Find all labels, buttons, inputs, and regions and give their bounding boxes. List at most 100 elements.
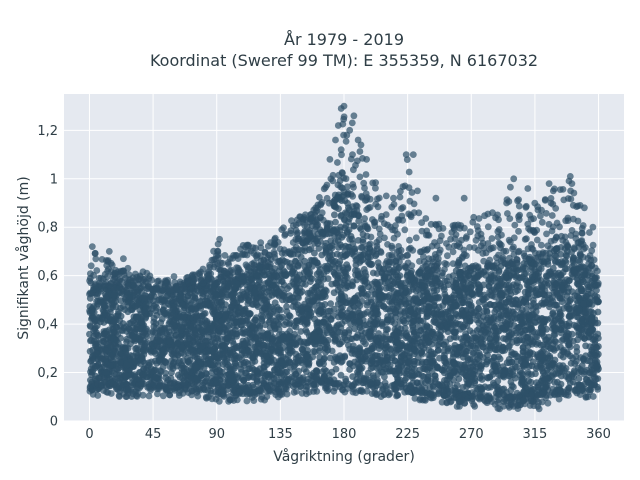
data-point: [270, 317, 277, 324]
data-point: [348, 248, 356, 256]
data-point: [499, 345, 507, 352]
data-point: [445, 344, 453, 352]
data-point: [429, 350, 437, 358]
data-point: [168, 369, 175, 376]
data-point: [269, 335, 277, 343]
data-point: [449, 272, 457, 279]
data-point: [297, 306, 305, 314]
data-point: [249, 353, 257, 361]
data-point: [474, 355, 481, 363]
data-point: [348, 235, 356, 243]
data-point: [159, 306, 167, 314]
data-point: [311, 348, 319, 356]
data-point: [552, 338, 559, 346]
data-point: [542, 272, 550, 280]
data-point: [411, 365, 418, 373]
data-point: [495, 267, 503, 274]
data-point: [516, 371, 523, 379]
data-point: [452, 311, 460, 318]
data-point: [142, 301, 150, 309]
data-point: [119, 327, 126, 335]
data-point: [127, 352, 134, 359]
data-point: [216, 367, 224, 375]
data-point: [282, 319, 290, 326]
data-point: [585, 333, 593, 341]
data-point: [419, 317, 427, 325]
data-point: [559, 348, 566, 355]
data-point: [552, 258, 559, 266]
data-point: [441, 290, 449, 298]
data-point: [541, 280, 548, 287]
data-point: [311, 284, 319, 292]
data-point: [446, 304, 454, 311]
data-point: [460, 311, 467, 319]
data-point: [278, 278, 286, 285]
data-point: [102, 294, 110, 302]
data-point: [291, 330, 298, 338]
data-point: [327, 326, 334, 334]
data-point: [490, 313, 498, 321]
data-point: [226, 349, 234, 357]
data-point: [276, 368, 283, 376]
data-point: [110, 291, 118, 299]
data-point: [391, 326, 399, 333]
data-point: [184, 358, 192, 366]
data-point: [256, 324, 264, 331]
data-point: [576, 264, 583, 271]
data-point: [321, 301, 329, 308]
data-point: [152, 301, 159, 309]
data-point: [331, 238, 339, 246]
data-point: [162, 358, 170, 366]
data-point: [320, 275, 328, 283]
data-point: [364, 308, 371, 316]
data-point: [405, 359, 412, 367]
data-point: [539, 369, 547, 376]
data-point: [507, 378, 515, 386]
data-point: [405, 295, 413, 303]
data-point: [461, 361, 469, 368]
data-point: [467, 373, 475, 380]
data-point: [418, 358, 426, 366]
data-point: [592, 349, 600, 357]
data-point: [376, 352, 384, 360]
data-point: [307, 278, 314, 285]
data-point: [446, 373, 454, 380]
data-point: [86, 347, 94, 355]
data-point: [393, 301, 401, 309]
data-point: [375, 341, 383, 349]
data-point: [408, 274, 416, 281]
data-point: [308, 297, 316, 304]
data-point: [534, 383, 541, 391]
data-point: [416, 291, 424, 299]
data-point: [565, 374, 572, 381]
data-point: [586, 325, 594, 333]
data-point: [566, 305, 574, 313]
data-point: [347, 314, 355, 322]
data-point: [197, 289, 205, 297]
data-point: [263, 361, 271, 368]
data-point: [173, 298, 180, 305]
data-point: [237, 328, 245, 336]
data-point: [227, 309, 235, 317]
data-point: [316, 360, 324, 368]
data-point: [581, 306, 589, 313]
data-point: [359, 316, 367, 324]
data-point: [349, 362, 357, 370]
data-point: [537, 324, 545, 331]
data-point: [551, 272, 558, 280]
data-point: [342, 222, 350, 229]
data-point: [342, 284, 350, 292]
data-point: [215, 311, 223, 319]
data-point: [573, 343, 580, 351]
data-point: [378, 322, 386, 330]
data-point: [391, 320, 399, 328]
data-point: [260, 271, 268, 279]
data-point: [260, 304, 268, 311]
data-point: [344, 243, 352, 251]
data-point: [537, 341, 545, 349]
data-point: [323, 225, 331, 233]
data-point: [494, 345, 502, 352]
data-point: [352, 261, 360, 269]
data-point: [349, 373, 357, 380]
data-point: [447, 296, 454, 303]
